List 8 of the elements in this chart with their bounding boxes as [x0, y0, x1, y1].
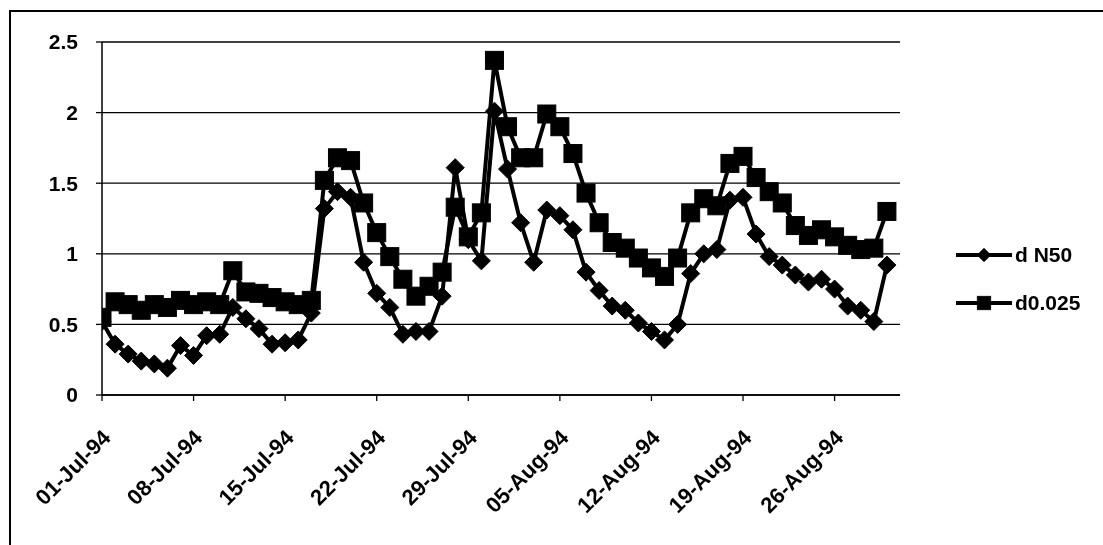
y-tick-label: 1 — [66, 242, 79, 266]
y-tick-label: 0 — [66, 383, 78, 407]
y-tick-label: 1.5 — [48, 171, 79, 195]
y-tick-label: 0.5 — [48, 312, 79, 336]
legend-label: d N50 — [1015, 243, 1073, 267]
legend-label: d0.025 — [1015, 291, 1081, 315]
y-tick-label: 2.5 — [48, 30, 79, 54]
y-tick-label: 2 — [66, 101, 78, 125]
